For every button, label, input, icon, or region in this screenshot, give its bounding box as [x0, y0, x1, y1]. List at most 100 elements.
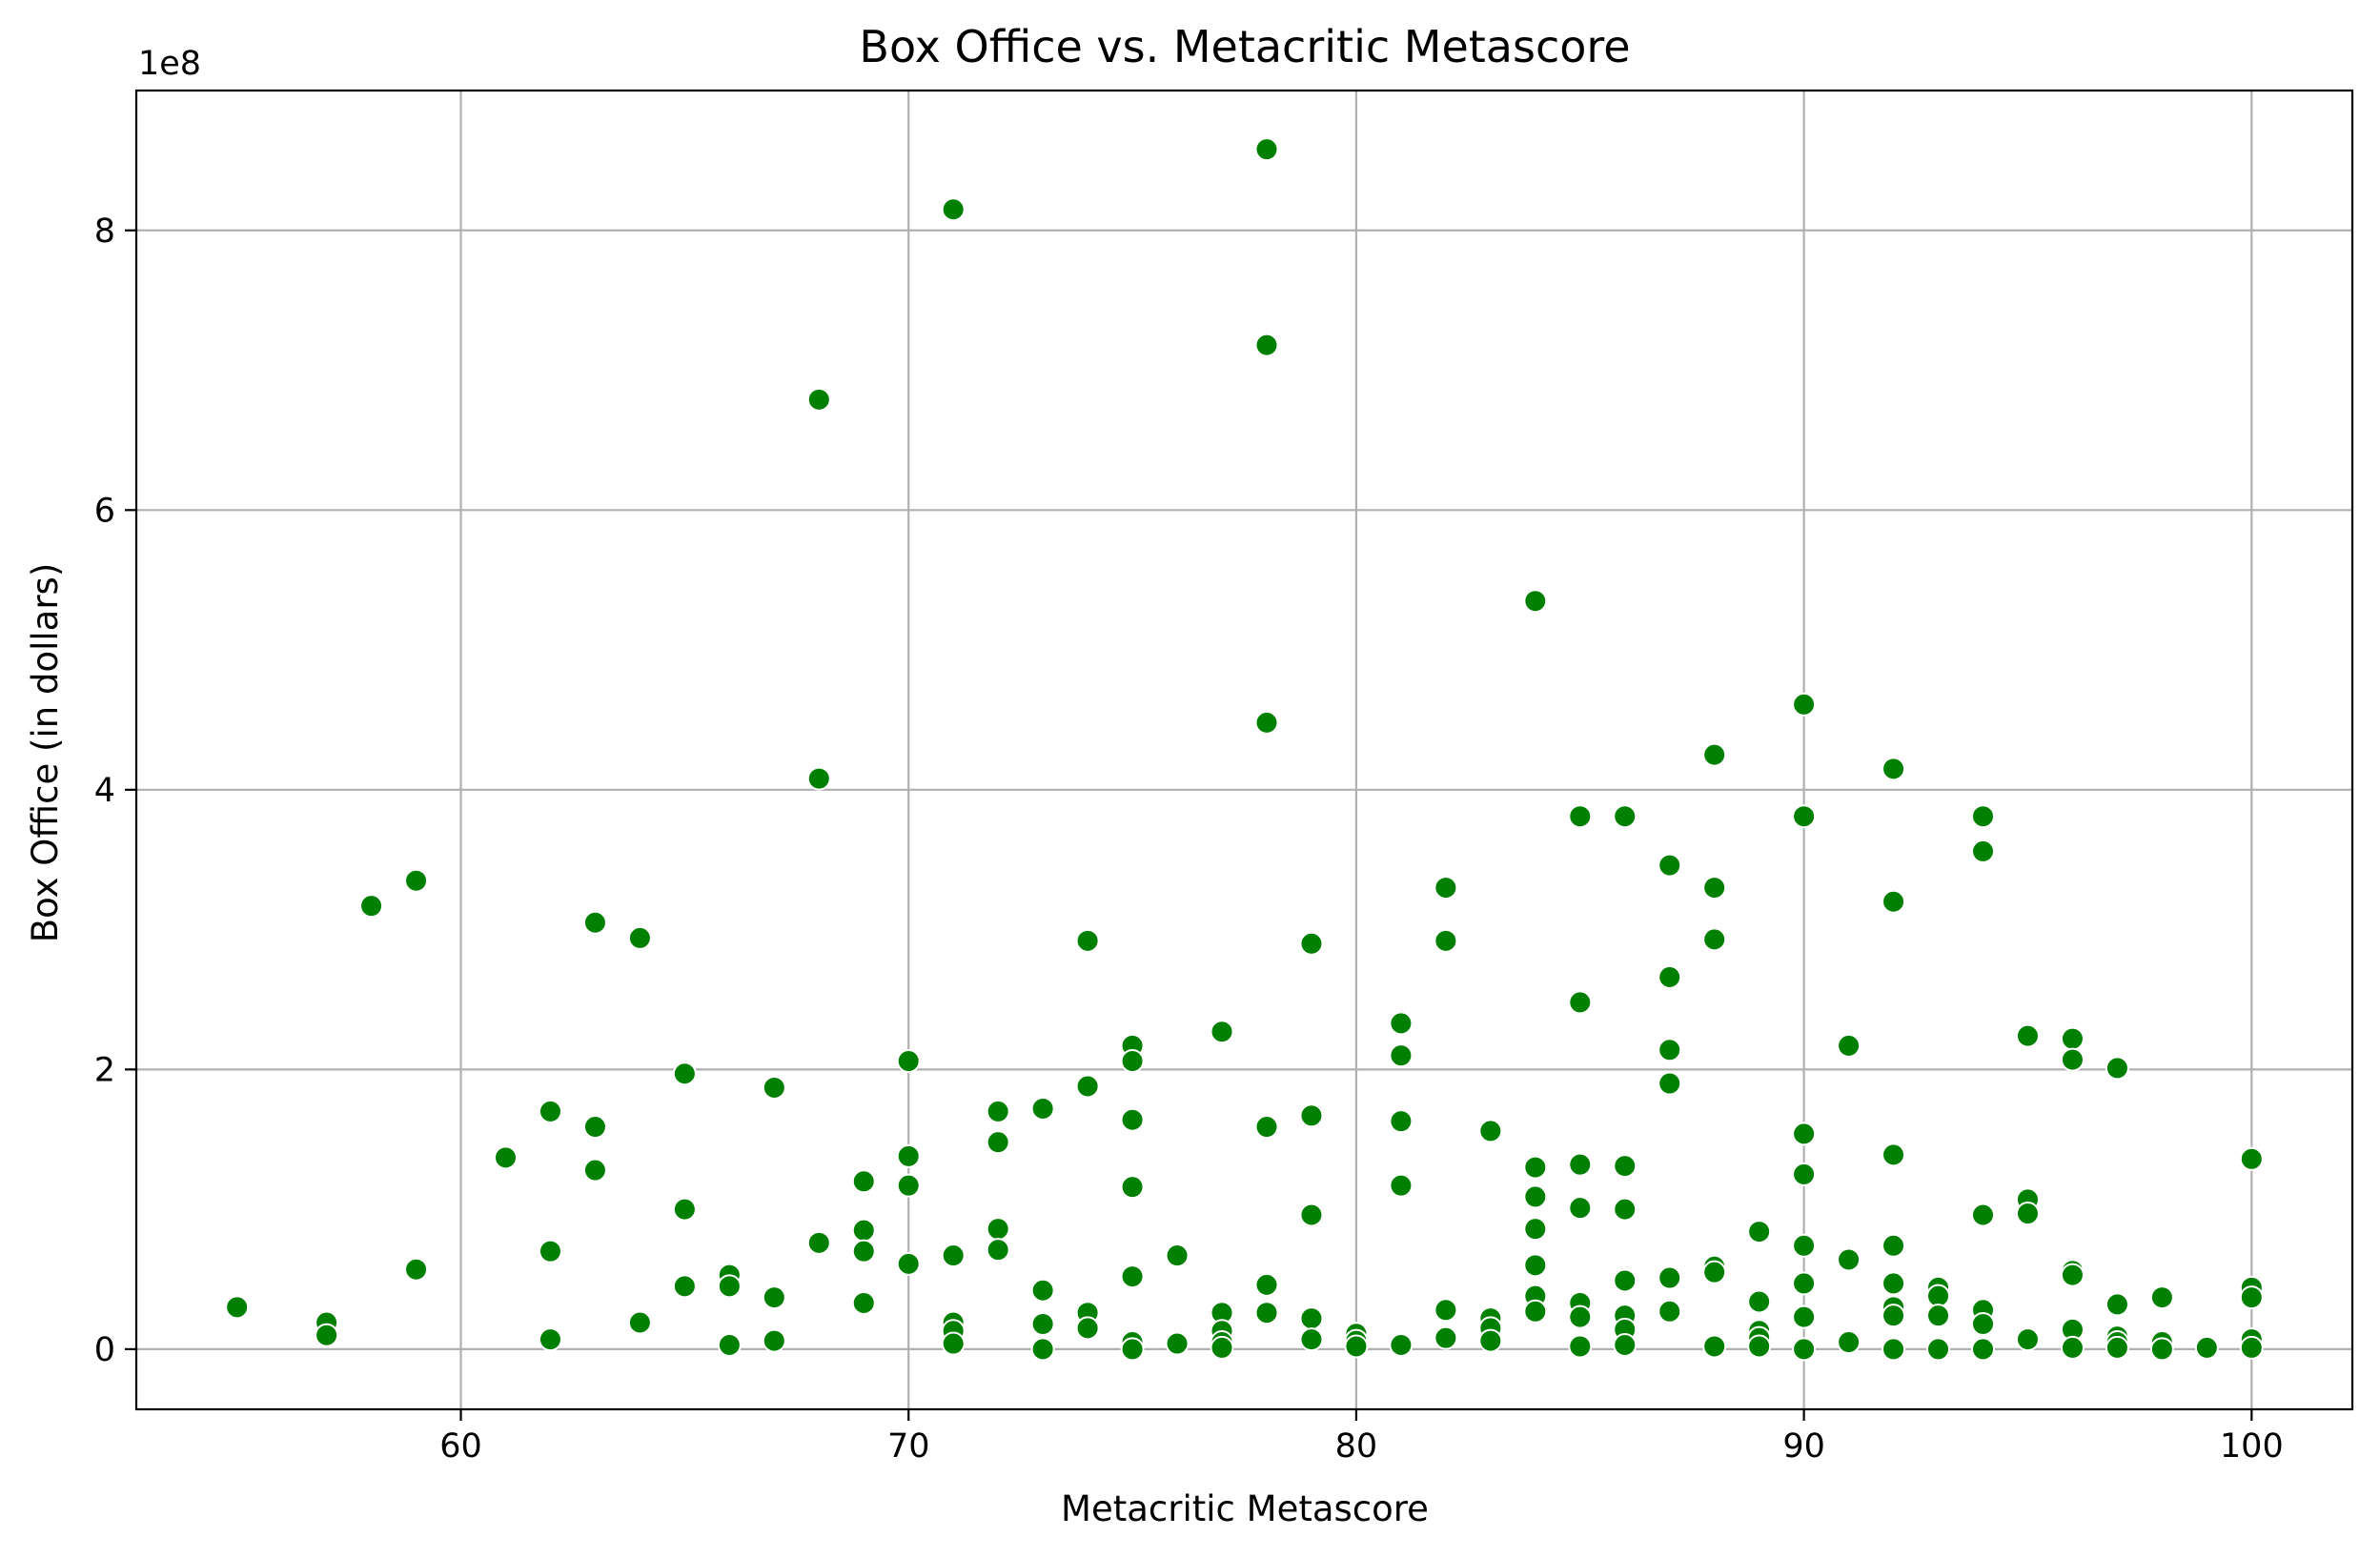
data-point — [1120, 1175, 1145, 1200]
data-point — [1165, 1331, 1190, 1356]
data-point — [1792, 1304, 1817, 1329]
data-point — [986, 1130, 1010, 1155]
data-point — [1702, 876, 1727, 900]
data-point — [1523, 1299, 1548, 1324]
data-point — [1299, 931, 1324, 956]
data-point — [1702, 927, 1727, 952]
data-point — [1747, 1220, 1772, 1244]
data-point — [1299, 1306, 1324, 1331]
x-tick-label: 80 — [1335, 1427, 1378, 1466]
data-point — [1165, 1244, 1190, 1268]
data-point — [538, 1327, 562, 1352]
data-point — [1478, 1328, 1503, 1353]
y-axis-offset-label: 1e8 — [138, 45, 201, 83]
data-point — [1389, 1173, 1414, 1198]
data-point — [494, 1145, 518, 1170]
data-point — [1254, 1272, 1279, 1297]
data-point — [1254, 137, 1279, 162]
data-point — [2060, 1335, 2085, 1360]
data-point — [717, 1332, 742, 1357]
data-point — [2239, 1335, 2264, 1360]
data-point — [717, 1274, 742, 1299]
data-point — [1434, 1325, 1458, 1350]
data-point — [1254, 710, 1279, 735]
data-point — [1613, 1154, 1638, 1179]
data-point — [1120, 1264, 1145, 1289]
data-point — [672, 1274, 697, 1299]
data-point — [1658, 1299, 1682, 1324]
gridlines — [136, 91, 2352, 1409]
data-point — [404, 1257, 429, 1282]
data-point — [1299, 1203, 1324, 1227]
data-point — [2015, 1327, 2040, 1352]
data-point — [2194, 1335, 2219, 1360]
data-point — [1120, 1337, 1145, 1362]
data-point — [1702, 742, 1727, 767]
data-point — [851, 1290, 876, 1315]
data-point — [2239, 1285, 2264, 1310]
data-point — [762, 1285, 786, 1310]
axis-ticks: 60 70 80 90 100 0 2 4 6 8 — [94, 212, 2284, 1466]
data-point — [986, 1099, 1010, 1123]
data-point — [1971, 1203, 1995, 1227]
data-point — [672, 1197, 697, 1222]
data-point — [851, 1169, 876, 1194]
data-point — [1568, 1196, 1593, 1221]
data-point — [1389, 1109, 1414, 1134]
data-point — [2149, 1337, 2174, 1362]
data-point — [1523, 1184, 1548, 1209]
data-point — [896, 1143, 921, 1168]
data-point — [1882, 1271, 1906, 1296]
data-point — [1075, 1074, 1100, 1099]
data-point — [1792, 804, 1817, 829]
data-point — [1747, 1289, 1772, 1314]
data-point — [315, 1323, 339, 1347]
x-tick-label: 90 — [1782, 1427, 1825, 1466]
x-tick-label: 60 — [439, 1427, 482, 1466]
x-axis-label: Metacritic Metascore — [1061, 1488, 1429, 1529]
y-tick-label: 0 — [94, 1331, 115, 1369]
data-point — [1434, 1298, 1458, 1323]
data-point — [225, 1295, 250, 1320]
data-point — [1523, 589, 1548, 614]
data-point — [1075, 928, 1100, 953]
data-point — [1523, 1155, 1548, 1180]
data-point — [538, 1239, 562, 1264]
data-point — [2060, 1026, 2085, 1051]
data-point — [1613, 1332, 1638, 1357]
data-point — [1971, 804, 1995, 829]
data-point — [1971, 839, 1995, 863]
data-point — [1882, 1142, 1906, 1167]
data-point — [538, 1099, 562, 1123]
data-point — [1478, 1119, 1503, 1143]
data-point — [1658, 1038, 1682, 1062]
data-point — [582, 1115, 607, 1140]
data-point — [896, 1173, 921, 1198]
data-point — [1389, 1011, 1414, 1036]
data-point — [1254, 333, 1279, 357]
data-point — [2239, 1146, 2264, 1171]
data-point — [806, 766, 831, 791]
data-point — [1030, 1311, 1055, 1336]
data-point — [582, 910, 607, 935]
data-point — [1210, 1335, 1234, 1360]
data-point — [1210, 1020, 1234, 1044]
data-point — [582, 1158, 607, 1183]
data-point — [2060, 1047, 2085, 1072]
data-point — [1523, 1217, 1548, 1242]
data-point — [941, 1244, 966, 1268]
data-point — [1792, 1233, 1817, 1258]
data-point — [1075, 1316, 1100, 1341]
data-point — [1254, 1301, 1279, 1325]
data-point — [1837, 1033, 1861, 1058]
y-axis-label: Box Office (in dollars) — [25, 563, 66, 943]
x-tick-label: 70 — [887, 1427, 930, 1466]
data-point — [1434, 928, 1458, 953]
data-point — [1299, 1327, 1324, 1352]
y-tick-label: 4 — [94, 772, 115, 810]
chart-title: Box Office vs. Metacritic Metascore — [859, 21, 1630, 72]
data-point — [851, 1239, 876, 1264]
data-point — [2060, 1263, 2085, 1287]
x-tick-label: 100 — [2220, 1427, 2284, 1466]
data-point — [1882, 1233, 1906, 1258]
